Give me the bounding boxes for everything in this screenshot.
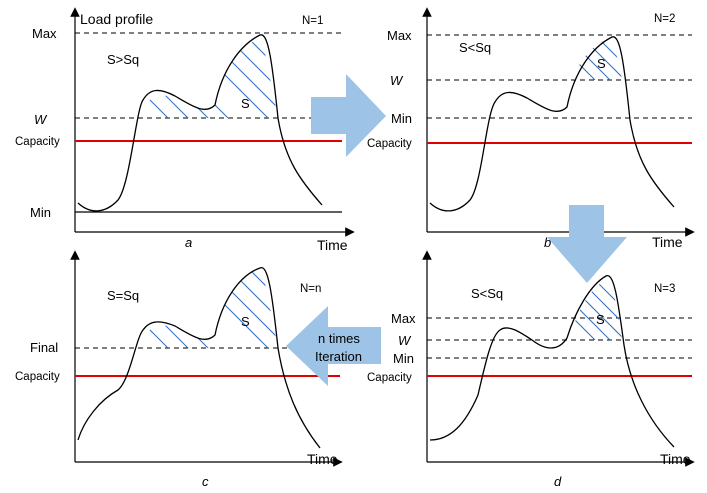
- panel-a-iteration: N=1: [302, 15, 323, 27]
- panel-a: Load profile N=1 S>Sq S Max W Capacity M…: [15, 7, 355, 253]
- panel-d-capacity-label: Capacity: [367, 372, 412, 384]
- panel-d-x-label: Time: [660, 451, 691, 467]
- panel-a-max-label: Max: [32, 26, 57, 41]
- panel-d-iteration: N=3: [654, 283, 675, 295]
- panel-a-title: Load profile: [80, 11, 153, 27]
- panel-c-caption: c: [202, 474, 209, 489]
- panel-b: N=2 S<Sq S Max W Min Capacity Time b: [367, 7, 695, 250]
- panel-d-caption: d: [554, 474, 562, 489]
- panel-d-load-curve: [429, 275, 675, 448]
- panel-a-area-label: S: [241, 96, 250, 111]
- panel-b-load-curve: [429, 36, 675, 212]
- panel-d-w-label: W: [398, 333, 412, 348]
- panel-c-final-label: Final: [30, 340, 58, 355]
- panel-d-relation: S<Sq: [471, 286, 503, 301]
- panel-d: N=3 S<Sq S Max W Min Capacity Time d: [367, 250, 695, 489]
- panel-c-area-label: S: [241, 314, 250, 329]
- panel-c: N=n S=Sq S Final Capacity Time c: [15, 250, 343, 489]
- panel-a-relation: S>Sq: [107, 52, 139, 67]
- panel-a-capacity-label: Capacity: [15, 136, 60, 148]
- panel-b-w-label: W: [390, 73, 404, 88]
- panel-c-load-curve: [77, 267, 321, 449]
- arrow-right-a-to-b: [311, 74, 386, 157]
- panel-c-x-label: Time: [307, 451, 338, 467]
- panel-b-x-label: Time: [652, 234, 683, 250]
- panel-c-capacity-label: Capacity: [15, 371, 60, 383]
- panel-c-relation: S=Sq: [107, 288, 139, 303]
- panel-b-relation: S<Sq: [459, 40, 491, 55]
- iteration-arrow-line1: n times: [318, 331, 360, 346]
- panel-b-hatched-area: [572, 40, 622, 80]
- panel-a-x-label: Time: [317, 237, 348, 253]
- panel-b-area-label: S: [597, 56, 606, 71]
- arrow-left-d-to-c: [286, 306, 381, 386]
- panel-d-area-label: S: [596, 312, 605, 327]
- panel-d-hatched-area: [570, 279, 622, 340]
- panel-d-max-label: Max: [391, 311, 416, 326]
- panel-b-max-label: Max: [387, 28, 412, 43]
- arrow-down-b-to-d: [547, 205, 627, 283]
- panel-a-caption: a: [185, 235, 192, 250]
- panel-b-capacity-label: Capacity: [367, 138, 412, 150]
- panel-a-w-label: W: [34, 112, 48, 127]
- iteration-arrow-line2: Iteration: [315, 349, 362, 364]
- panel-b-iteration: N=2: [654, 13, 675, 25]
- panel-c-iteration: N=n: [300, 283, 321, 295]
- panel-d-min-label: Min: [393, 351, 414, 366]
- panel-b-min-label: Min: [391, 111, 412, 126]
- panel-b-caption: b: [544, 235, 551, 250]
- panel-a-load-curve: [77, 34, 323, 212]
- panel-a-min-label: Min: [30, 205, 51, 220]
